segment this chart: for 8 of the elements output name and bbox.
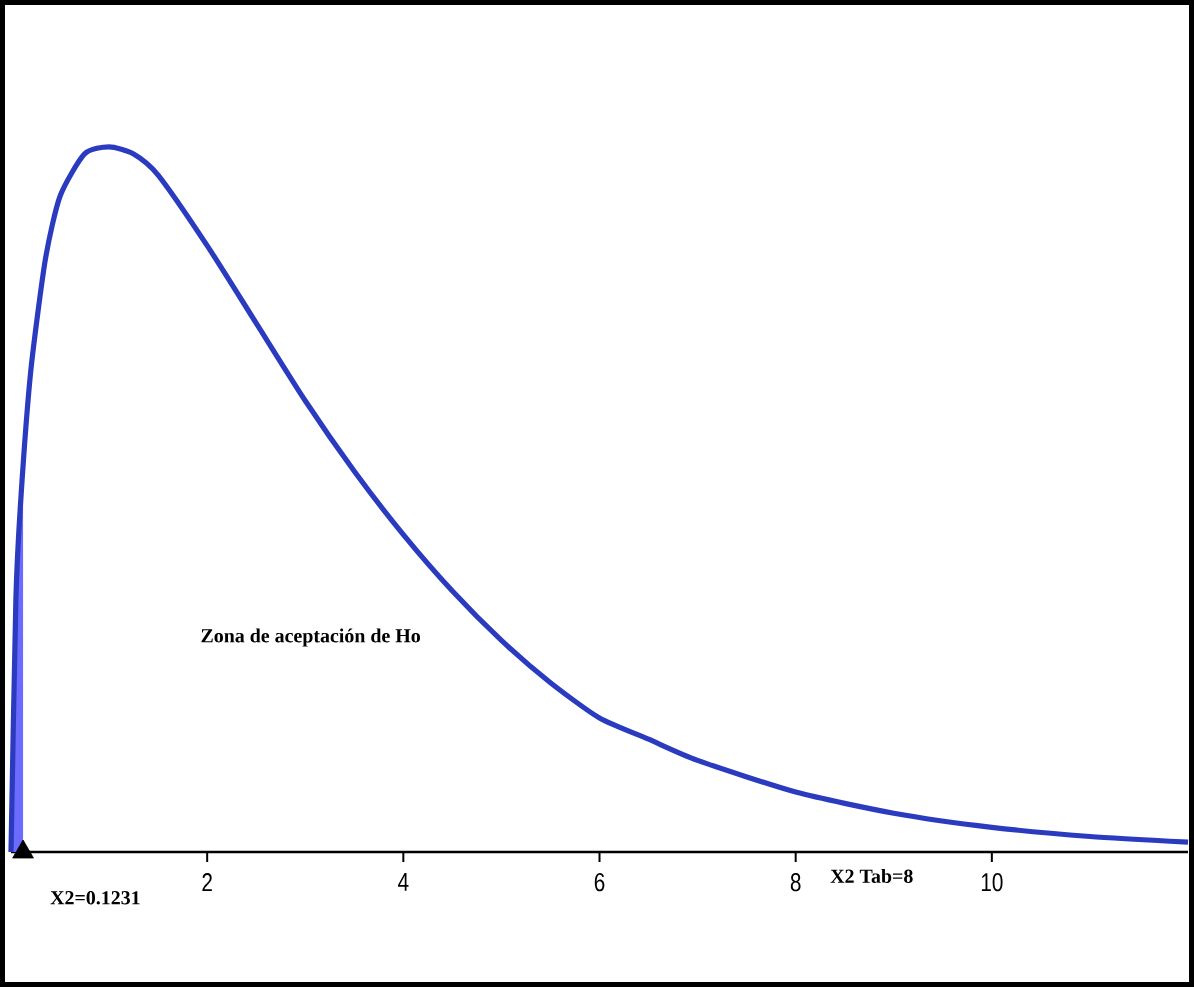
x-tick-label: 10 bbox=[981, 873, 1003, 892]
annotation: Zona de aceptación de Ho bbox=[201, 628, 421, 647]
x-tick-label: 2 bbox=[202, 873, 212, 892]
x-tick-label: 4 bbox=[398, 873, 409, 891]
annotation: X2=0.1231 bbox=[50, 891, 140, 905]
text: X2 Tab=8 bbox=[830, 868, 913, 883]
x-tick-label: 6 bbox=[594, 873, 605, 892]
x-tick-label: 8 bbox=[790, 873, 801, 892]
